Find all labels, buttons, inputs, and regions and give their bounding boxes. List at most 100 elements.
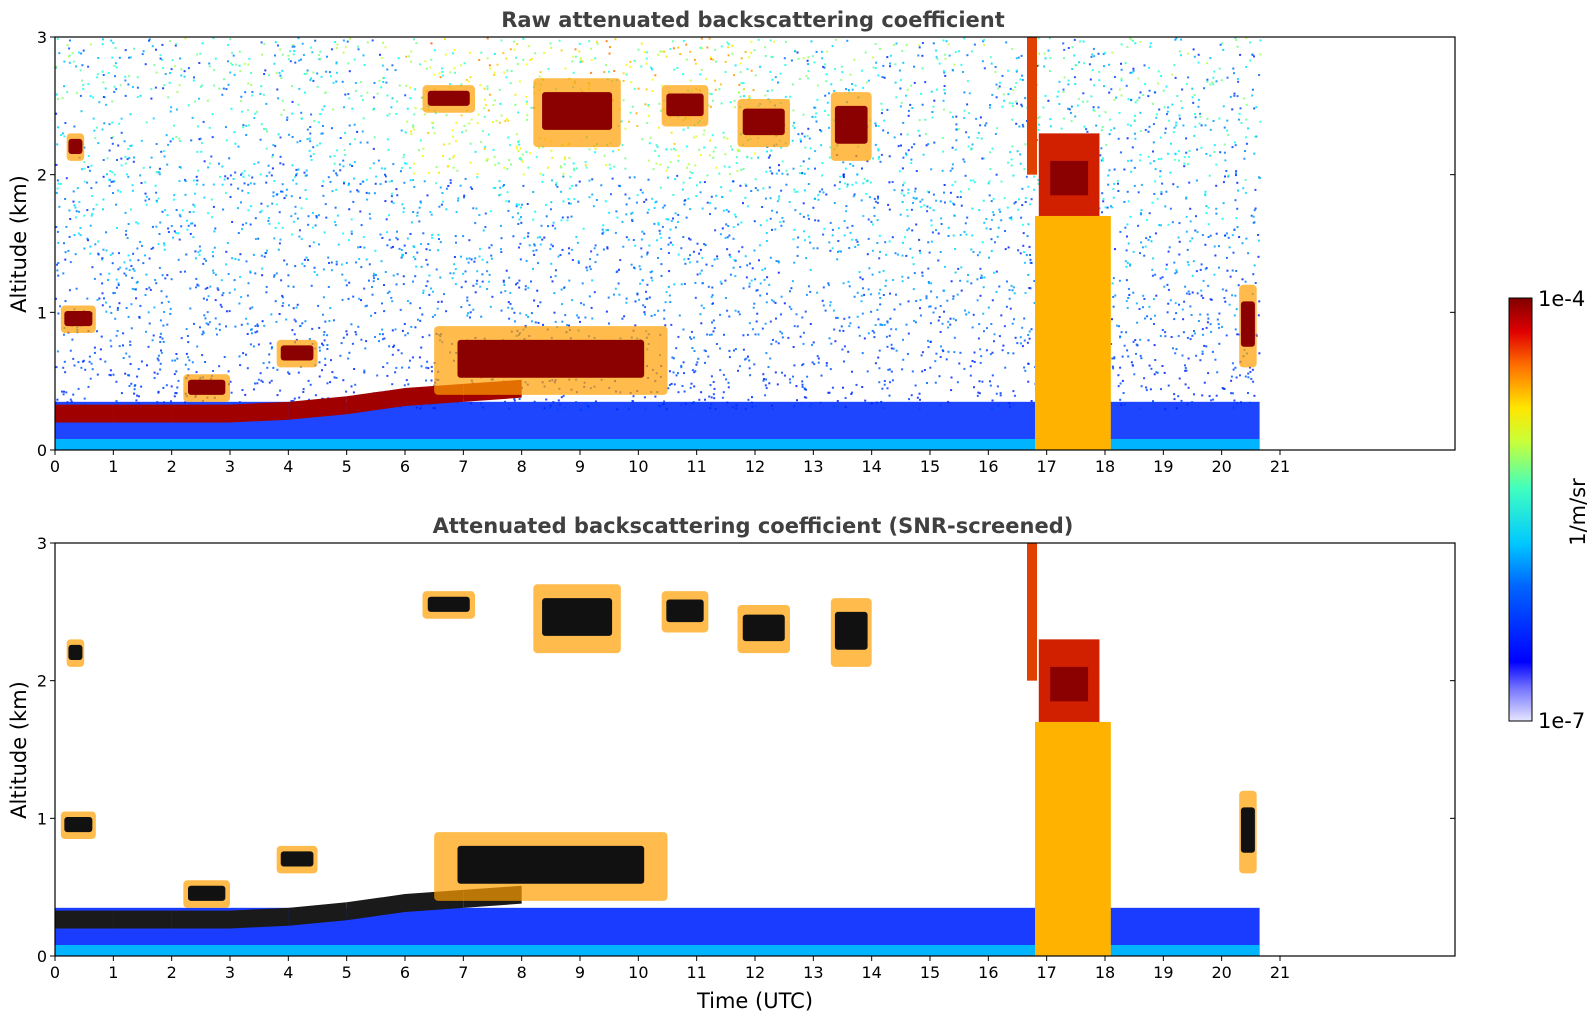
noise-pixel — [441, 74, 444, 77]
noise-pixel — [415, 42, 418, 45]
noise-pixel — [825, 73, 828, 76]
noise-pixel — [685, 43, 688, 46]
noise-pixel — [261, 320, 264, 323]
noise-pixel — [63, 242, 65, 245]
noise-pixel — [1193, 332, 1196, 335]
noise-pixel — [374, 249, 377, 252]
noise-pixel — [988, 106, 991, 109]
noise-pixel — [1208, 395, 1211, 398]
noise-pixel — [953, 63, 956, 66]
noise-pixel — [1133, 166, 1136, 169]
noise-pixel — [256, 330, 259, 333]
noise-pixel — [83, 180, 86, 183]
noise-pixel — [405, 55, 408, 58]
noise-pixel — [889, 317, 892, 320]
noise-pixel — [703, 349, 706, 352]
noise-pixel — [253, 163, 256, 165]
noise-pixel — [878, 349, 881, 352]
noise-pixel — [1237, 80, 1240, 83]
noise-pixel — [943, 310, 945, 313]
noise-pixel — [977, 337, 980, 340]
noise-pixel — [802, 113, 805, 116]
noise-pixel — [1247, 127, 1250, 130]
noise-pixel — [781, 160, 784, 163]
noise-pixel — [1086, 100, 1089, 103]
noise-pixel — [267, 74, 270, 77]
noise-pixel — [660, 248, 663, 250]
noise-pixel — [888, 208, 891, 211]
noise-pixel — [591, 193, 594, 196]
noise-pixel — [1033, 280, 1036, 282]
noise-pixel — [1030, 198, 1033, 201]
noise-pixel — [668, 236, 671, 239]
noise-pixel — [905, 94, 907, 97]
noise-pixel — [150, 88, 153, 91]
noise-pixel — [1142, 306, 1144, 309]
noise-pixel — [693, 385, 696, 388]
noise-pixel — [175, 232, 178, 234]
noise-pixel — [710, 375, 713, 378]
noise-pixel — [203, 196, 206, 199]
noise-pixel — [1175, 124, 1178, 127]
noise-pixel — [593, 247, 596, 250]
noise-pixel — [1249, 401, 1252, 404]
noise-pixel — [57, 126, 60, 129]
noise-pixel — [1133, 184, 1136, 187]
noise-pixel — [699, 313, 702, 316]
noise-pixel — [855, 238, 858, 241]
noise-pixel — [1112, 188, 1115, 191]
noise-pixel — [602, 231, 605, 234]
noise-pixel — [804, 239, 806, 242]
noise-pixel — [861, 352, 864, 355]
noise-pixel — [752, 89, 755, 91]
noise-pixel — [657, 53, 660, 56]
noise-pixel — [825, 80, 828, 83]
noise-pixel — [271, 153, 274, 156]
noise-pixel — [1171, 221, 1174, 224]
noise-pixel — [534, 321, 537, 324]
noise-pixel — [894, 63, 897, 66]
noise-pixel — [55, 163, 58, 166]
noise-pixel — [319, 50, 322, 53]
noise-pixel — [268, 361, 271, 364]
noise-pixel — [151, 45, 154, 48]
noise-pixel — [731, 52, 734, 55]
noise-pixel — [1102, 198, 1105, 200]
noise-pixel — [775, 340, 778, 343]
noise-pixel — [1017, 208, 1020, 211]
noise-pixel — [180, 74, 183, 77]
noise-pixel — [1003, 99, 1006, 102]
noise-pixel — [190, 222, 192, 225]
noise-pixel — [130, 382, 133, 385]
noise-pixel — [139, 94, 142, 97]
noise-pixel — [627, 408, 630, 411]
noise-pixel — [995, 392, 998, 395]
noise-pixel — [242, 126, 245, 129]
noise-pixel — [271, 167, 274, 170]
noise-pixel — [758, 259, 760, 262]
noise-pixel — [647, 159, 650, 162]
noise-pixel — [329, 155, 332, 158]
noise-pixel — [227, 273, 230, 275]
noise-pixel — [102, 81, 105, 84]
noise-pixel — [753, 249, 756, 252]
noise-pixel — [980, 274, 983, 277]
noise-pixel — [956, 196, 959, 199]
noise-pixel — [526, 114, 529, 117]
noise-pixel — [545, 398, 548, 401]
noise-pixel — [412, 128, 415, 131]
noise-pixel — [1183, 300, 1186, 303]
noise-pixel — [1126, 123, 1129, 126]
noise-pixel — [889, 62, 891, 65]
noise-pixel — [803, 388, 806, 391]
noise-pixel — [454, 283, 457, 286]
noise-pixel — [1114, 248, 1116, 251]
noise-pixel — [345, 284, 348, 287]
noise-pixel — [280, 190, 282, 193]
noise-pixel — [982, 157, 985, 160]
noise-pixel — [419, 200, 422, 203]
noise-pixel — [636, 293, 639, 296]
noise-pixel — [337, 243, 340, 246]
noise-pixel — [484, 226, 487, 228]
noise-pixel — [1060, 127, 1063, 130]
